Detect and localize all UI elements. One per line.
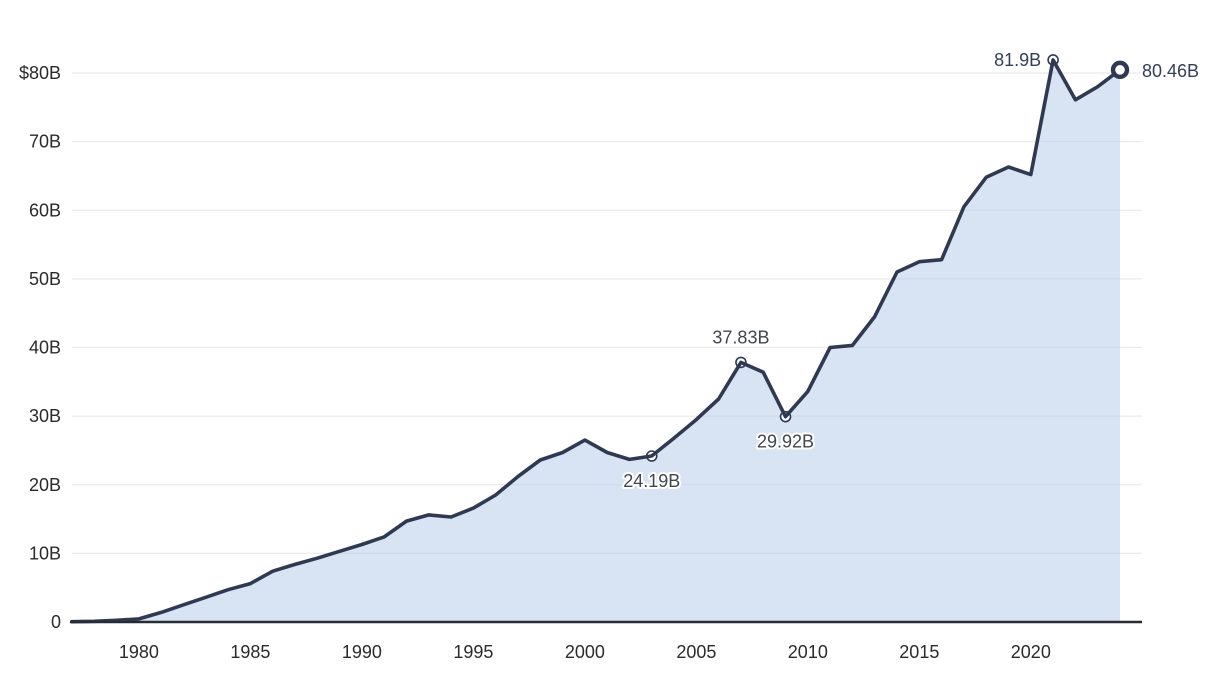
- x-axis-tick-label: 1985: [230, 642, 270, 662]
- y-axis-tick-label: 20B: [29, 475, 61, 495]
- value-annotation: 80.46B: [1142, 61, 1199, 81]
- x-axis-tick-label: 2010: [788, 642, 828, 662]
- y-axis-tick-label: 50B: [29, 269, 61, 289]
- end-point-marker: [1110, 60, 1130, 80]
- x-axis-tick-label: 2020: [1011, 642, 1051, 662]
- value-annotation: 37.83B: [712, 327, 769, 347]
- y-axis-tick-label: 0: [51, 612, 61, 632]
- value-annotation: 81.9B: [994, 50, 1041, 70]
- y-axis-tick-label: 40B: [29, 338, 61, 358]
- y-axis-tick-label: $80B: [19, 63, 61, 83]
- value-annotation: 24.19B: [623, 471, 680, 491]
- y-axis-tick-label: 30B: [29, 406, 61, 426]
- y-axis-tick-label: 10B: [29, 543, 61, 563]
- x-axis-tick-label: 2000: [565, 642, 605, 662]
- x-axis-tick-label: 1980: [119, 642, 159, 662]
- data-line: [70, 58, 1122, 624]
- x-axis-tick-label: 1995: [453, 642, 493, 662]
- y-axis-tick-label: 60B: [29, 200, 61, 220]
- x-axis-tick-label: 2005: [676, 642, 716, 662]
- x-axis-tick-label: 1990: [342, 642, 382, 662]
- y-axis-tick-label: 70B: [29, 132, 61, 152]
- value-annotation: 29.92B: [757, 432, 814, 452]
- area-fill: [72, 60, 1120, 622]
- x-axis-tick-label: 2015: [899, 642, 939, 662]
